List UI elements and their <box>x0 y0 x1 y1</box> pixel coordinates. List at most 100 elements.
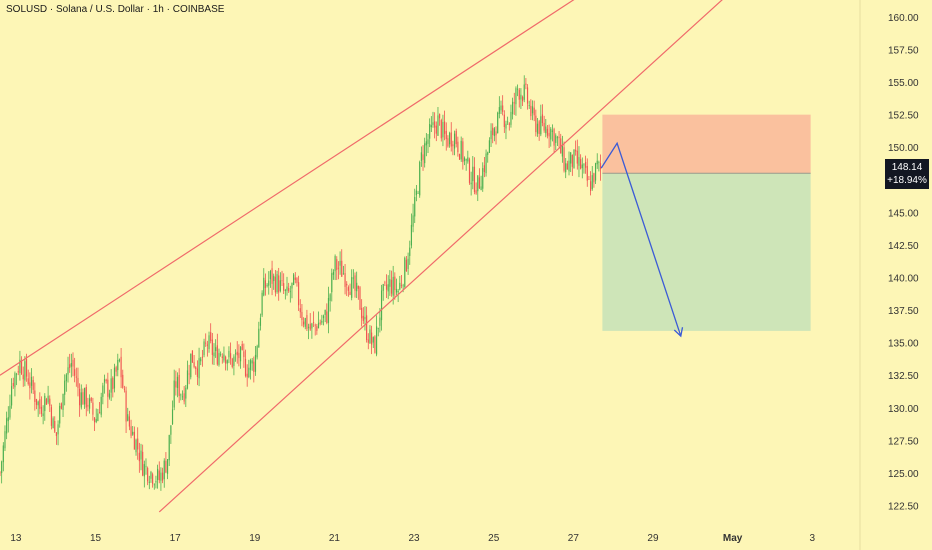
candle-body <box>261 292 263 316</box>
candle-body <box>231 358 233 367</box>
price-tick-label: 157.50 <box>888 46 919 57</box>
candle-body <box>332 271 335 275</box>
price-tick-label: 145.00 <box>888 208 919 219</box>
candle-body <box>382 284 384 291</box>
candle-body <box>580 159 582 169</box>
candle-body <box>244 358 247 376</box>
candle-body <box>445 130 447 140</box>
candle-body <box>316 326 318 331</box>
candle-body <box>321 320 323 323</box>
price-tick-label: 130.00 <box>888 404 919 415</box>
candle-body <box>341 260 343 277</box>
candle-body <box>488 140 490 153</box>
price-tick-label: 125.00 <box>888 469 919 480</box>
candle-body <box>530 105 532 117</box>
candle-body <box>551 130 554 132</box>
candle-body <box>440 120 442 139</box>
candle-body <box>467 157 469 162</box>
candle-body <box>372 337 374 343</box>
candle-body <box>234 353 237 355</box>
candle-body <box>463 157 466 162</box>
candle-body <box>447 138 449 147</box>
candle-body <box>389 279 391 287</box>
projection-arrowhead <box>673 327 684 338</box>
candle-body <box>210 332 212 341</box>
candle-body <box>301 311 303 320</box>
candle-body <box>475 190 477 194</box>
candle-body <box>44 395 46 412</box>
candle-body <box>573 149 575 168</box>
candle-body <box>108 393 111 398</box>
candle-body <box>54 421 56 432</box>
candle-body <box>92 402 94 415</box>
candle-body <box>286 286 288 291</box>
candle-body <box>407 258 409 269</box>
candle-body <box>590 181 592 191</box>
lower-channel-line <box>158 0 723 513</box>
price-axis[interactable]: 122.50 125.00 127.50 130.00 132.50 135.00 137.… <box>888 13 919 513</box>
candle-body <box>492 127 494 136</box>
candle-body <box>296 278 298 283</box>
candle-body <box>181 396 184 398</box>
candle-body <box>359 287 361 310</box>
candle-body <box>75 376 77 378</box>
candle-body <box>27 378 29 385</box>
candle-body <box>90 397 92 401</box>
time-axis[interactable]: 13 15 17 19 21 23 25 27 29 May 3 <box>10 533 815 544</box>
stop-loss-zone <box>602 114 811 174</box>
candle-body <box>556 137 558 139</box>
candle-body <box>102 385 104 397</box>
candle-body <box>60 403 62 409</box>
candle-body <box>37 401 39 406</box>
candle-body <box>47 395 49 403</box>
candle-body <box>299 308 301 313</box>
candle-body <box>453 133 456 149</box>
candle-body <box>434 121 436 128</box>
candle-body <box>215 347 217 351</box>
candle-body <box>39 399 41 409</box>
candle-body <box>246 373 248 378</box>
candle-body <box>288 288 290 291</box>
candle-body <box>291 282 293 289</box>
candle-body <box>117 359 119 371</box>
candle-body <box>186 370 189 389</box>
candle-body <box>203 341 205 356</box>
candle-body <box>67 367 69 375</box>
candle-body <box>314 324 316 326</box>
candle-body <box>112 377 114 390</box>
candle-body <box>480 186 482 191</box>
candle-body <box>380 290 383 321</box>
candle-body <box>377 327 379 329</box>
candle-body <box>439 113 441 119</box>
candle-body <box>168 435 170 461</box>
candle-body <box>198 358 200 379</box>
candle-body <box>311 323 313 329</box>
candle-body <box>477 175 479 192</box>
upper-channel-line <box>0 0 575 376</box>
candle-body <box>52 418 54 429</box>
candle-body <box>507 121 509 123</box>
candle-body <box>460 140 462 160</box>
candle-body <box>279 280 281 291</box>
candle-body <box>523 84 525 100</box>
candle-body <box>442 121 444 138</box>
candle-body <box>55 432 57 436</box>
candle-body <box>152 474 154 484</box>
candle-body <box>455 130 457 145</box>
candle-body <box>17 371 19 373</box>
candle-body <box>593 173 595 183</box>
candle-body <box>80 392 82 408</box>
candle-body <box>435 125 437 134</box>
candle-body <box>581 164 583 169</box>
candle-body <box>596 160 598 165</box>
candle-body <box>366 315 368 340</box>
candle-body <box>183 393 185 402</box>
candle-body <box>495 131 497 136</box>
candle-body <box>395 289 398 293</box>
candle-body <box>72 359 74 367</box>
candle-body <box>543 122 545 131</box>
candle-body <box>254 354 257 372</box>
candle-body <box>458 154 461 160</box>
